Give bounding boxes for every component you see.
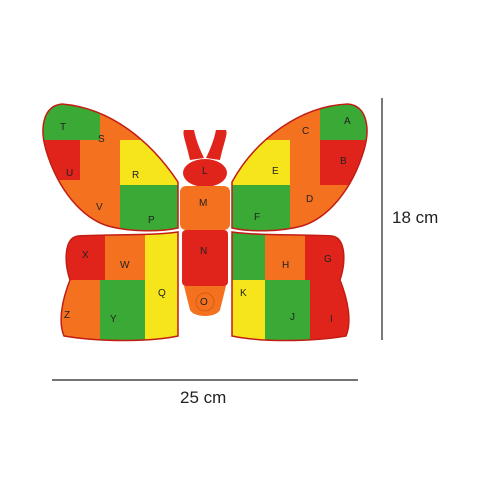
letter-t: T <box>60 122 66 133</box>
left-lower-wing <box>60 231 179 342</box>
letter-w: W <box>120 260 130 271</box>
letter-j: J <box>290 312 295 323</box>
letter-e: E <box>272 166 279 177</box>
letter-q: Q <box>158 288 166 299</box>
letter-o: O <box>200 297 208 308</box>
letter-b: B <box>340 156 347 167</box>
letter-k: K <box>240 288 247 299</box>
letter-r: R <box>132 170 139 181</box>
letter-m: M <box>199 198 207 209</box>
height-dimension-label: 18 cm <box>392 208 439 227</box>
puzzle-letters: T S U R V P A C B E D F L M N O X W Z Y … <box>60 116 351 325</box>
right-lower-wing <box>231 231 350 342</box>
letter-l: L <box>202 166 208 177</box>
letter-u: U <box>66 168 73 179</box>
letter-c: C <box>302 126 309 137</box>
letter-x: X <box>82 250 89 261</box>
letter-i: I <box>330 314 333 325</box>
letter-n: N <box>200 246 207 257</box>
letter-z: Z <box>64 310 70 321</box>
letter-y: Y <box>110 314 117 325</box>
butterfly-body <box>180 130 230 316</box>
letter-s: S <box>98 134 105 145</box>
left-upper-wing <box>42 103 179 232</box>
letter-a: A <box>344 116 351 127</box>
letter-g: G <box>324 254 332 265</box>
letter-v: V <box>96 202 103 213</box>
letter-d: D <box>306 194 313 205</box>
letter-h: H <box>282 260 289 271</box>
width-dimension-label: 25 cm <box>180 388 227 407</box>
letter-p: P <box>148 215 155 226</box>
letter-f: F <box>254 212 260 223</box>
